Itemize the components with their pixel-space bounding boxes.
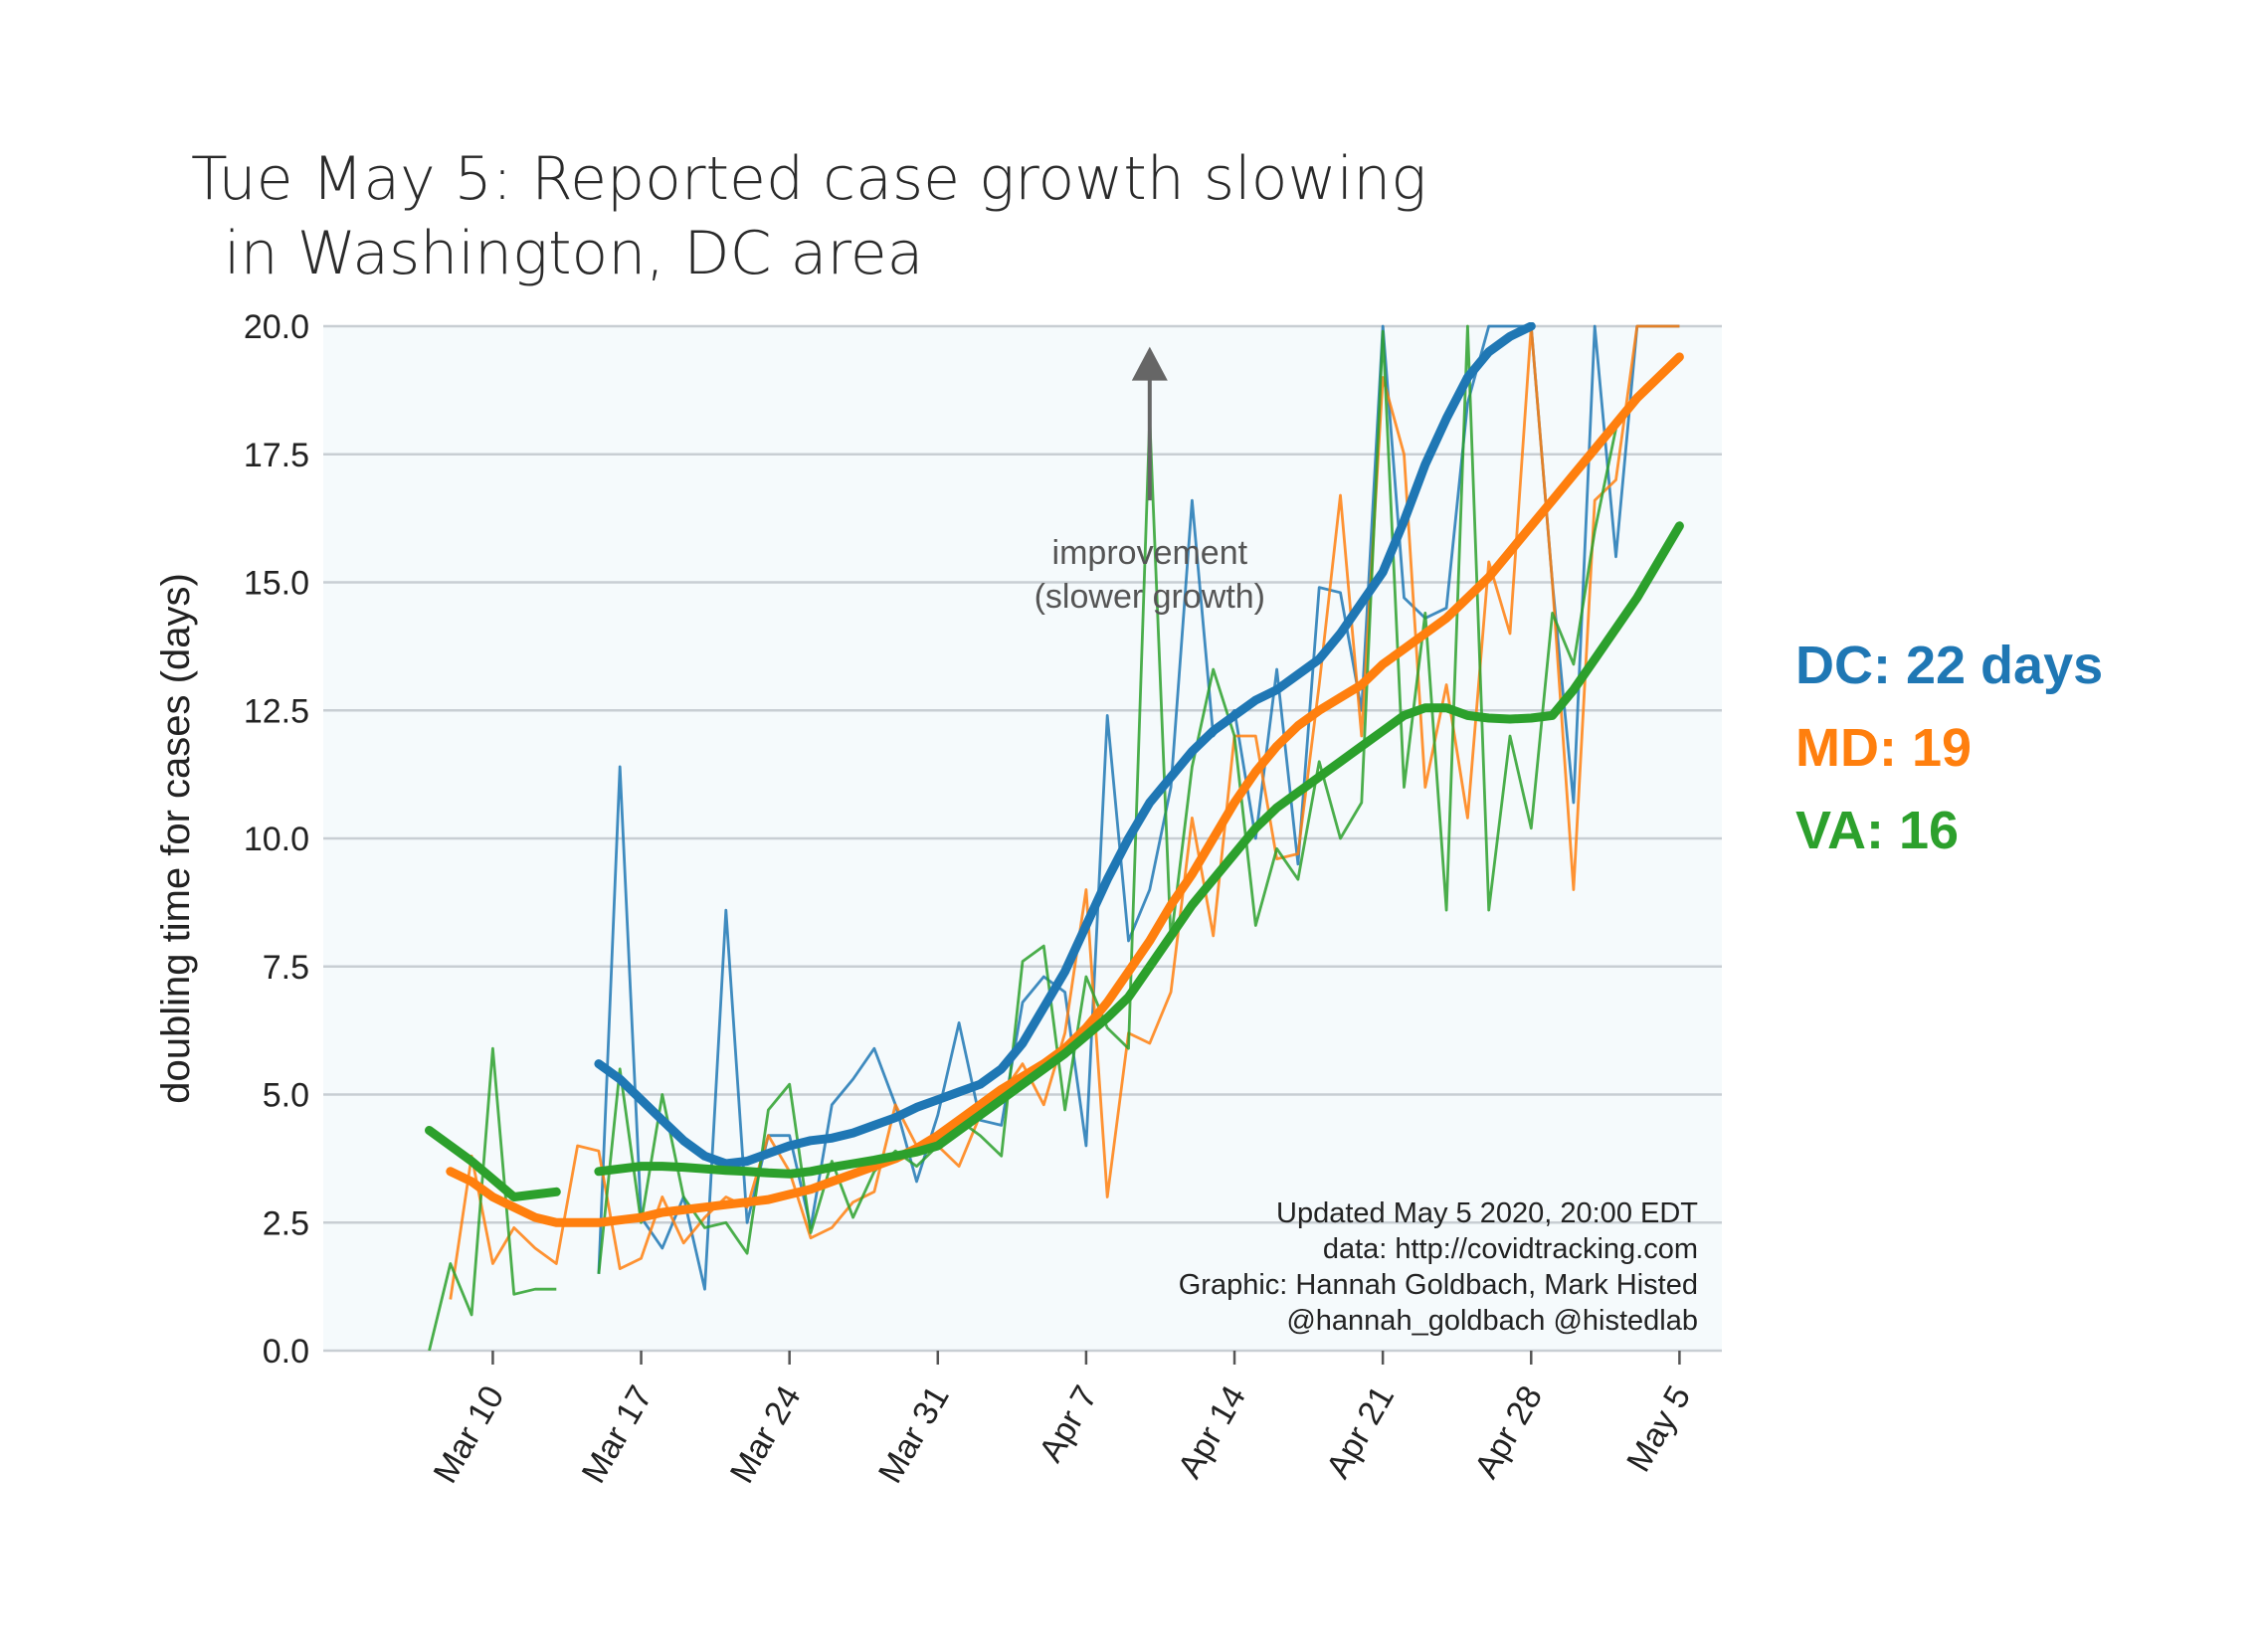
x-tick-label: May 5 — [1619, 1379, 1698, 1478]
chart-title-line-1: Tue May 5: Reported case growth slowing — [191, 144, 1426, 214]
y-tick-label: 5.0 — [263, 1077, 309, 1115]
y-tick-label: 12.5 — [244, 692, 309, 730]
credit-data-source: data: http://covidtracking.com — [1323, 1233, 1698, 1265]
y-tick-label: 2.5 — [263, 1204, 309, 1242]
arrow-up-icon — [1131, 346, 1168, 381]
x-tick-label: Mar 24 — [723, 1379, 809, 1490]
x-tick-label: Mar 17 — [575, 1379, 660, 1490]
credit-graphic: Graphic: Hannah Goldbach, Mark Histed — [1179, 1269, 1698, 1301]
improvement-annotation: improvement (slower growth) — [1035, 346, 1265, 616]
series-line-dc-smooth — [594, 322, 1536, 1169]
credits-block: Updated May 5 2020, 20:00 EDT data: http… — [1179, 1197, 1699, 1337]
y-tick-label: 20.0 — [244, 308, 309, 346]
chart-title-line-2: in Washington, DC area — [224, 219, 923, 288]
series-group — [425, 322, 1684, 1351]
x-tick-label: Mar 31 — [871, 1379, 957, 1490]
x-tick-label: Apr 21 — [1319, 1379, 1402, 1485]
series-line-va-raw — [428, 324, 1617, 1351]
y-tick-label: 15.0 — [244, 565, 309, 603]
legend: DC: 22 days MD: 19 VA: 16 — [1795, 636, 2103, 860]
x-tick-label: Apr 7 — [1032, 1379, 1105, 1468]
x-tick-label: Mar 10 — [427, 1379, 512, 1490]
legend-entry-va: VA: 16 — [1795, 801, 1959, 860]
credit-handles: @hannah_goldbach @histedlab — [1286, 1305, 1698, 1337]
legend-entry-md: MD: 19 — [1795, 718, 1972, 778]
annotation-line-1: improvement — [1052, 534, 1248, 572]
y-tick-label: 7.5 — [263, 949, 309, 987]
y-tick-label: 10.0 — [244, 821, 309, 858]
series-line-dc-raw — [597, 324, 1680, 1291]
series-line-va-smooth — [425, 521, 1684, 1201]
x-tick-label: Apr 14 — [1171, 1379, 1253, 1485]
legend-entry-dc: DC: 22 days — [1795, 636, 2103, 695]
y-tick-label: 17.5 — [244, 437, 309, 474]
y-tick-label: 0.0 — [263, 1333, 309, 1371]
x-tick-label: Apr 28 — [1467, 1379, 1550, 1485]
credit-updated: Updated May 5 2020, 20:00 EDT — [1276, 1197, 1698, 1229]
y-axis-label: doubling time for cases (days) — [154, 573, 198, 1104]
annotation-line-2: (slower growth) — [1035, 578, 1265, 616]
